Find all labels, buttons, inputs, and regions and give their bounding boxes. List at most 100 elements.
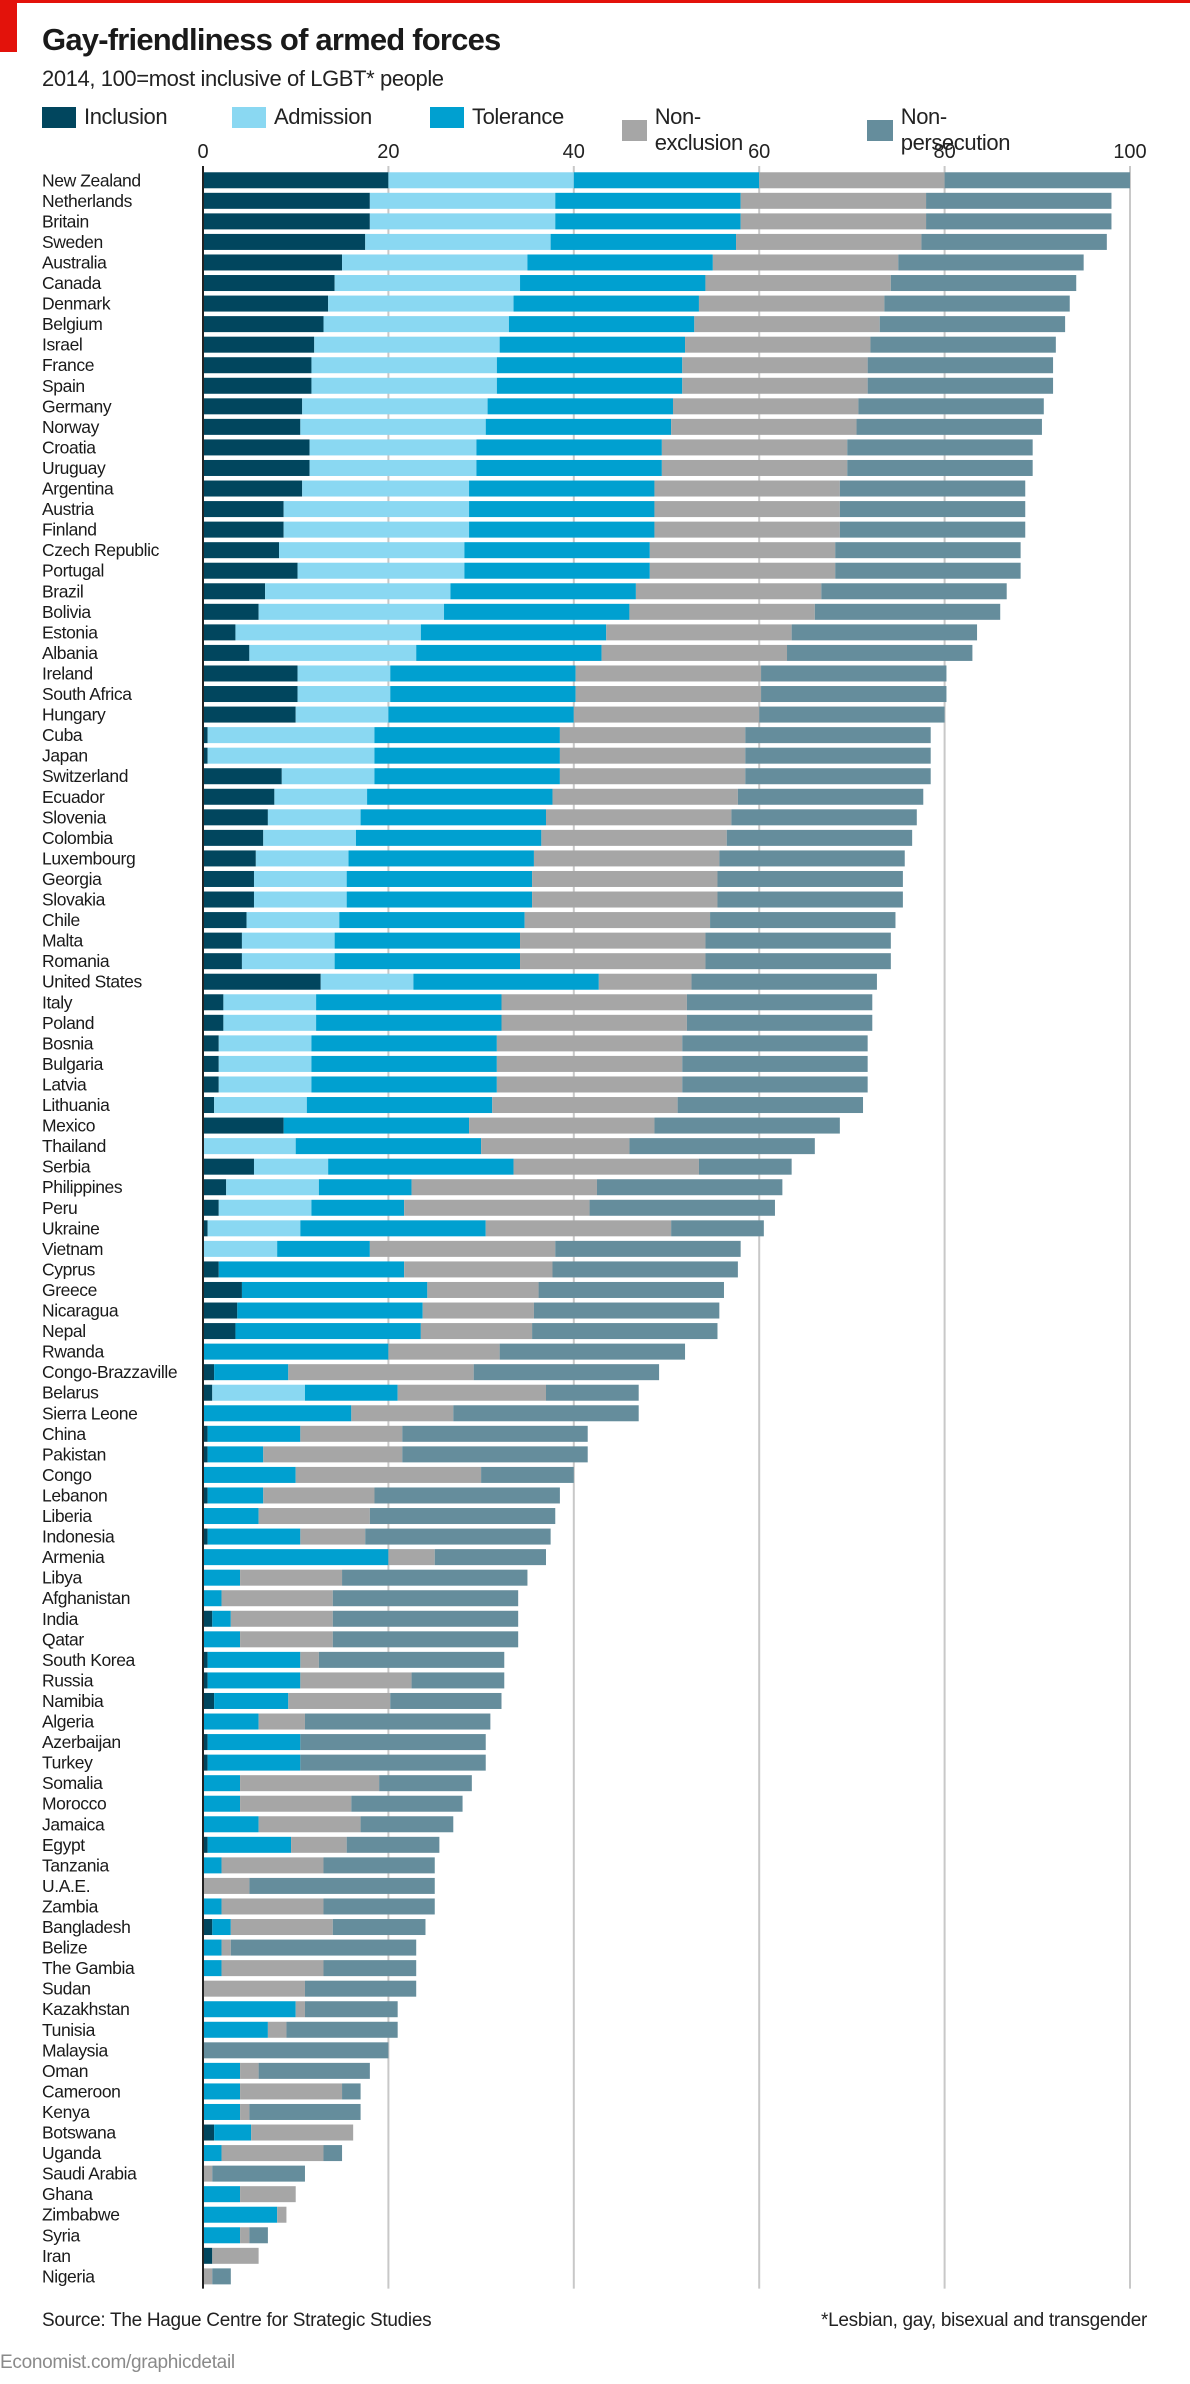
bar-segment-non-persecution xyxy=(212,2268,231,2285)
bar-segment-non-persecution xyxy=(300,1734,486,1751)
category-label: Britain xyxy=(42,211,89,231)
bar-segment-non-persecution xyxy=(323,1857,435,1874)
category-label: Sudan xyxy=(42,1979,91,1999)
bar-segment-non-persecution xyxy=(434,1549,546,1566)
category-label: Japan xyxy=(42,746,88,766)
category-label: Cameroon xyxy=(42,2081,121,2101)
bar-segment-non-exclusion xyxy=(420,1323,533,1340)
bar-segment-tolerance xyxy=(207,1425,301,1442)
bar-segment-non-exclusion xyxy=(263,1446,403,1463)
bar-segment-inclusion xyxy=(203,1734,208,1751)
bar-segment-non-persecution xyxy=(926,213,1112,230)
category-label: Turkey xyxy=(42,1753,93,1773)
bar-segment-non-exclusion xyxy=(422,1302,534,1319)
bar-segment-non-persecution xyxy=(726,829,913,846)
category-label: Argentina xyxy=(42,479,114,499)
bar-segment-non-persecution xyxy=(686,994,873,1011)
category-label: Bulgaria xyxy=(42,1054,104,1074)
bar-segment-non-exclusion xyxy=(240,2227,250,2244)
bar-segment-admission xyxy=(203,1138,296,1155)
bar-segment-non-exclusion xyxy=(654,501,840,518)
bar-segment-admission xyxy=(300,418,486,435)
bar-segment-inclusion xyxy=(203,953,242,970)
bar-segment-inclusion xyxy=(203,1610,213,1627)
bar-segment-tolerance xyxy=(485,418,672,435)
site-url[interactable]: Economist.com/graphicdetail xyxy=(0,2352,235,2373)
bar-segment-tolerance xyxy=(203,1631,241,1648)
bar-segment-non-exclusion xyxy=(221,1590,333,1607)
bar-segment-non-persecution xyxy=(682,1055,868,1072)
bar-segment-inclusion xyxy=(203,316,324,333)
bar-segment-non-persecution xyxy=(323,2145,343,2162)
bar-segment-non-exclusion xyxy=(606,624,792,641)
bar-segment-inclusion xyxy=(203,768,282,785)
category-label: South Africa xyxy=(42,684,132,704)
bar-segment-non-exclusion xyxy=(740,192,927,209)
bar-segment-tolerance xyxy=(464,542,650,559)
bar-segment-non-persecution xyxy=(411,1672,505,1689)
legend-swatch-inclusion xyxy=(42,106,76,128)
category-label: Poland xyxy=(42,1013,94,1033)
category-label: Syria xyxy=(42,2225,81,2245)
bar-segment-tolerance xyxy=(311,1035,497,1052)
bar-segment-non-exclusion xyxy=(221,1960,324,1977)
bar-segment-non-persecution xyxy=(300,1754,486,1771)
bar-segment-non-exclusion xyxy=(288,1364,474,1381)
source-note: Source: The Hague Centre for Strategic S… xyxy=(42,2310,432,2331)
category-label: Botswana xyxy=(42,2123,116,2143)
bar-segment-admission xyxy=(207,727,375,744)
bar-segment-admission xyxy=(241,932,335,949)
footnote: *Lesbian, gay, bisexual and transgender xyxy=(821,2310,1147,2331)
category-label: Finland xyxy=(42,520,97,540)
bar-segment-non-exclusion xyxy=(369,1240,556,1257)
bar-segment-non-exclusion xyxy=(258,1816,361,1833)
bar-segment-non-persecution xyxy=(839,501,1026,518)
bar-segment-tolerance xyxy=(334,953,521,970)
bar-segment-admission xyxy=(297,665,391,682)
bar-segment-non-exclusion xyxy=(649,562,836,579)
bar-segment-inclusion xyxy=(203,870,254,887)
bar-segment-non-persecution xyxy=(745,727,931,744)
bar-segment-inclusion xyxy=(203,1384,213,1401)
bar-segment-inclusion xyxy=(203,418,301,435)
bar-segment-inclusion xyxy=(203,1446,208,1463)
category-label: Slovenia xyxy=(42,807,107,827)
bar-segment-non-exclusion xyxy=(258,1508,370,1525)
bar-segment-admission xyxy=(253,1158,329,1175)
legend-label-tolerance: Tolerance xyxy=(472,104,564,129)
legend-item-non-persecution: Non-persecution xyxy=(867,104,1018,156)
bar-segment-inclusion xyxy=(203,2247,213,2264)
category-label: Romania xyxy=(42,951,110,971)
bar-segment-inclusion xyxy=(203,542,280,559)
category-label: Ukraine xyxy=(42,1218,100,1238)
bar-segment-non-exclusion xyxy=(496,1035,683,1052)
bar-segment-non-exclusion xyxy=(221,1857,324,1874)
bar-segment-inclusion xyxy=(203,1261,219,1278)
category-label: Saudi Arabia xyxy=(42,2164,137,2184)
bar-segment-tolerance xyxy=(311,1199,405,1216)
bar-segment-tolerance xyxy=(207,1754,301,1771)
bar-segment-tolerance xyxy=(339,912,525,929)
category-label: Armenia xyxy=(42,1547,105,1567)
bar-segment-inclusion xyxy=(203,1754,208,1771)
bar-segment-non-persecution xyxy=(453,1405,639,1422)
category-label: Jamaica xyxy=(42,1814,105,1834)
bar-segment-inclusion xyxy=(203,233,366,250)
category-label: Nicaragua xyxy=(42,1301,119,1321)
category-label: Congo-Brazzaville xyxy=(42,1362,177,1382)
category-label: China xyxy=(42,1424,86,1444)
bar-segment-non-exclusion xyxy=(573,706,760,723)
category-label: Sweden xyxy=(42,232,103,252)
category-label: Lebanon xyxy=(42,1485,107,1505)
bar-segment-non-exclusion xyxy=(230,1610,333,1627)
bar-segment-tolerance xyxy=(203,2001,296,2018)
bar-segment-non-exclusion xyxy=(740,213,927,230)
bar-segment-inclusion xyxy=(203,1302,238,1319)
bar-segment-admission xyxy=(226,1179,319,1196)
bar-segment-non-exclusion xyxy=(496,1076,683,1093)
bar-segment-non-persecution xyxy=(682,1035,868,1052)
category-label: Brazil xyxy=(42,581,83,601)
bar-segment-non-persecution xyxy=(867,357,1054,374)
bar-segment-admission xyxy=(218,1055,312,1072)
bar-segment-tolerance xyxy=(203,1569,241,1586)
